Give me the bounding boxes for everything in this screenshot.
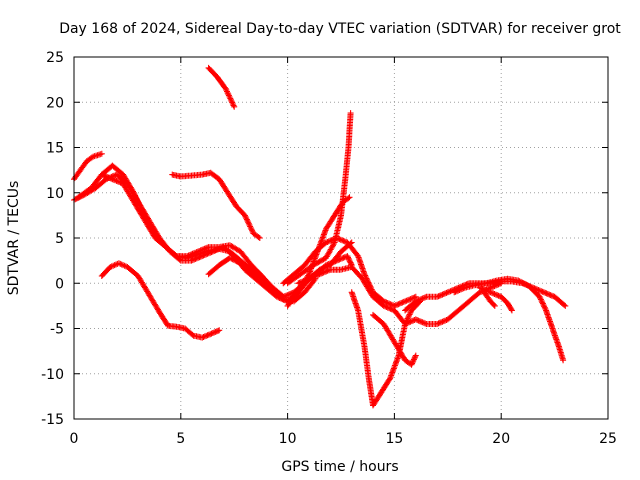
data-markers	[205, 64, 238, 110]
x-tick-label: 10	[279, 431, 297, 447]
data-series-arc-13	[348, 289, 423, 409]
grid-lines	[74, 57, 608, 419]
x-tick-label: 20	[492, 431, 510, 447]
data-series-arc-11	[284, 110, 354, 287]
data-markers	[284, 110, 354, 287]
data-series-arc-16	[451, 275, 567, 364]
data-series-arc-6	[169, 169, 263, 241]
y-tick-label: 10	[46, 186, 64, 202]
y-tick-label: -5	[50, 322, 64, 338]
x-tick-label: 15	[385, 431, 403, 447]
y-tick-label: 25	[46, 50, 64, 66]
x-tick-label: 0	[70, 431, 79, 447]
data-markers	[481, 289, 498, 309]
data-series-arc-14	[370, 311, 419, 368]
data-series-arc-5	[98, 260, 223, 341]
data-markers	[370, 311, 419, 368]
y-tick-label: -15	[41, 412, 64, 428]
x-tick-label: 5	[176, 431, 185, 447]
x-tick-label: 25	[599, 431, 617, 447]
data-series-arc-18	[481, 289, 498, 309]
data-markers	[348, 289, 423, 409]
y-tick-label: 15	[46, 141, 64, 157]
y-tick-label: 5	[55, 231, 64, 247]
tick-labels: 0 5 10 15 20 25 -15 -10 -5 0 5 10 15 20 25	[41, 50, 617, 447]
chart-title: Day 168 of 2024, Sidereal Day-to-day VTE…	[59, 21, 621, 37]
data-markers	[98, 260, 223, 341]
y-tick-label: -10	[41, 367, 64, 383]
x-axis-label: GPS time / hours	[281, 459, 398, 475]
y-tick-label: 0	[55, 276, 64, 292]
y-tick-label: 20	[46, 95, 64, 111]
data-markers	[169, 169, 263, 241]
axis-ticks	[73, 56, 609, 420]
data-markers	[451, 275, 567, 364]
y-axis-label: SDTVAR / TECUs	[6, 181, 22, 296]
data-series-arc-7	[205, 64, 238, 110]
